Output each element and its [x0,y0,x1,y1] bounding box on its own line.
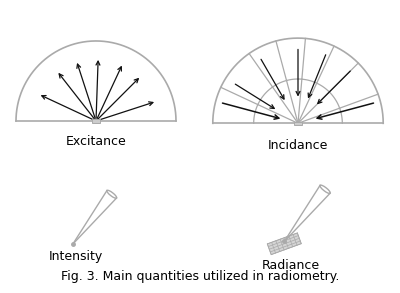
Text: Incidance: Incidance [268,139,328,152]
Bar [92,119,100,122]
Text: Excitance: Excitance [66,135,126,148]
Bar [294,122,302,125]
Text: Fig. 3. Main quantities utilized in radiometry.: Fig. 3. Main quantities utilized in radi… [61,270,339,283]
Polygon shape [267,233,301,255]
Text: Intensity: Intensity [48,251,103,263]
Text: Radiance: Radiance [262,259,320,272]
